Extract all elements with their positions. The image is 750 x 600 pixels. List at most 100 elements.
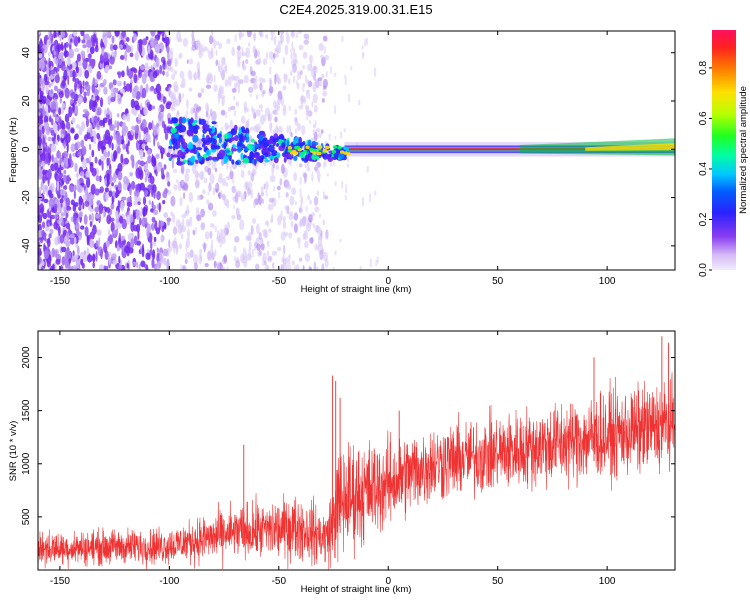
noise-speckle bbox=[61, 80, 66, 87]
noise-speckle bbox=[250, 225, 254, 236]
noise-streak bbox=[330, 162, 332, 166]
noise-speckle bbox=[277, 97, 281, 105]
noise-streak bbox=[365, 38, 368, 45]
noise-speckle bbox=[40, 94, 44, 100]
signal-blob bbox=[181, 151, 187, 156]
signal-blob bbox=[234, 135, 239, 142]
noise-speckle bbox=[235, 260, 241, 269]
noise-speckle bbox=[108, 190, 113, 197]
noise-streak bbox=[210, 245, 213, 251]
noise-speckle bbox=[293, 212, 299, 221]
noise-speckle bbox=[44, 226, 50, 232]
signal-blob bbox=[238, 127, 242, 135]
noise-speckle bbox=[170, 47, 174, 55]
noise-streak bbox=[293, 32, 296, 38]
noise-speckle bbox=[237, 190, 242, 198]
noise-streak bbox=[207, 191, 210, 196]
signal-blob bbox=[298, 136, 303, 144]
snr-x-label: Height of straight line (km) bbox=[301, 584, 412, 595]
noise-speckle bbox=[151, 216, 156, 223]
noise-speckle bbox=[173, 84, 179, 93]
noise-speckle bbox=[160, 167, 165, 177]
noise-speckle bbox=[317, 77, 323, 82]
noise-speckle bbox=[302, 51, 308, 59]
noise-speckle bbox=[268, 228, 272, 233]
noise-speckle bbox=[324, 258, 329, 268]
signal-blob bbox=[250, 138, 255, 143]
noise-streak bbox=[298, 240, 301, 249]
noise-speckle bbox=[82, 158, 87, 169]
spectrogram-y-tick-label: -40 bbox=[21, 238, 32, 253]
noise-speckle bbox=[205, 84, 212, 89]
noise-speckle bbox=[149, 249, 153, 256]
noise-speckle bbox=[311, 212, 316, 217]
noise-streak bbox=[289, 49, 292, 53]
spectrogram-marks bbox=[38, 31, 675, 270]
noise-streak bbox=[375, 260, 378, 267]
noise-streak bbox=[348, 94, 351, 102]
noise-speckle bbox=[166, 51, 170, 60]
noise-speckle bbox=[173, 184, 178, 191]
noise-speckle bbox=[296, 123, 302, 132]
noise-speckle bbox=[134, 104, 141, 111]
noise-speckle bbox=[212, 187, 216, 196]
noise-speckle bbox=[284, 44, 289, 56]
noise-speckle bbox=[80, 31, 85, 37]
noise-speckle bbox=[170, 195, 176, 207]
noise-speckle bbox=[149, 135, 152, 144]
noise-speckle bbox=[56, 150, 62, 159]
signal-blob bbox=[237, 147, 242, 153]
noise-speckle bbox=[215, 183, 218, 190]
noise-speckle bbox=[101, 46, 105, 56]
noise-speckle bbox=[111, 51, 115, 57]
noise-speckle bbox=[121, 70, 125, 78]
noise-speckle bbox=[181, 164, 185, 175]
noise-speckle bbox=[312, 82, 317, 93]
noise-speckle bbox=[116, 93, 121, 99]
noise-speckle bbox=[104, 108, 107, 117]
noise-speckle bbox=[53, 162, 59, 171]
noise-speckle bbox=[277, 185, 281, 191]
noise-speckle bbox=[166, 126, 170, 134]
noise-speckle bbox=[268, 51, 274, 60]
noise-speckle bbox=[67, 75, 70, 86]
noise-speckle bbox=[76, 53, 81, 63]
noise-streak bbox=[188, 69, 191, 77]
noise-streak bbox=[344, 74, 347, 79]
noise-speckle bbox=[277, 74, 280, 85]
noise-speckle bbox=[60, 212, 65, 217]
snr-x-tick-label: -100 bbox=[159, 576, 179, 587]
noise-streak bbox=[285, 74, 288, 80]
noise-speckle bbox=[321, 263, 325, 270]
noise-streak bbox=[376, 256, 379, 264]
signal-blob bbox=[237, 142, 243, 147]
noise-speckle bbox=[81, 87, 84, 94]
noise-speckle bbox=[40, 152, 46, 162]
noise-speckle bbox=[282, 216, 286, 222]
noise-speckle bbox=[140, 65, 146, 71]
noise-streak bbox=[219, 240, 222, 248]
noise-streak bbox=[299, 177, 302, 185]
noise-speckle bbox=[114, 48, 117, 58]
noise-speckle bbox=[110, 97, 116, 103]
noise-speckle bbox=[272, 100, 278, 108]
noise-speckle bbox=[50, 100, 57, 110]
noise-speckle bbox=[285, 192, 289, 198]
noise-speckle bbox=[101, 160, 104, 171]
noise-streak bbox=[361, 45, 364, 50]
noise-speckle bbox=[144, 222, 147, 229]
noise-speckle bbox=[91, 212, 94, 223]
noise-speckle bbox=[122, 114, 127, 121]
noise-speckle bbox=[199, 171, 205, 181]
noise-speckle bbox=[158, 113, 164, 122]
signal-blob bbox=[243, 157, 250, 164]
snr-x-tick-label: -150 bbox=[50, 576, 70, 587]
noise-speckle bbox=[43, 236, 47, 241]
noise-speckle bbox=[325, 229, 329, 240]
noise-streak bbox=[285, 31, 288, 36]
noise-speckle bbox=[100, 145, 106, 150]
noise-speckle bbox=[319, 249, 324, 261]
noise-speckle bbox=[51, 154, 54, 163]
noise-speckle bbox=[240, 169, 245, 179]
noise-speckle bbox=[207, 167, 212, 176]
